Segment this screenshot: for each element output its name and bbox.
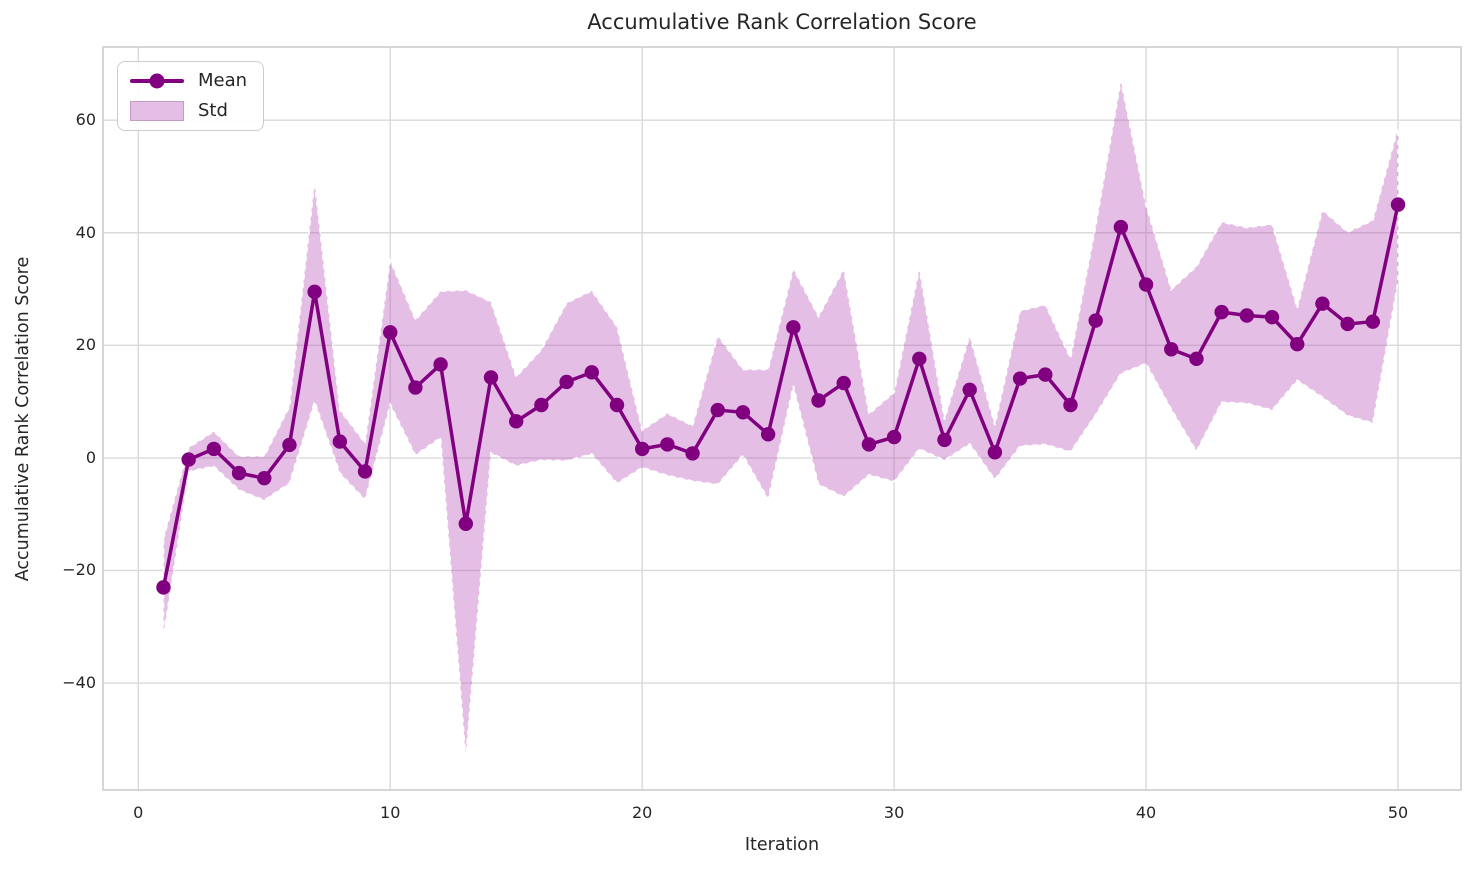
data-point [307,284,322,300]
x-tick-label: 50 [1387,803,1409,822]
data-point [206,441,222,457]
data-point [912,351,927,367]
chart-title: Accumulative Rank Correlation Score [587,10,977,34]
data-point [1088,313,1103,328]
x-tick-label: 40 [1135,803,1157,822]
legend-mean-label: Mean [198,70,248,91]
data-point [735,405,751,420]
legend-std-patch-swatch [130,101,184,121]
data-point [1012,371,1028,386]
axes-spines [102,46,1462,791]
data-point [861,437,877,452]
data-point [1390,197,1406,212]
y-tick-label: −20 [62,560,96,580]
data-point [231,465,247,481]
data-point [786,320,801,335]
data-point [1189,351,1204,367]
x-axis-label: Iteration [744,835,820,855]
legend-mean-line-swatch [130,73,184,89]
data-point [1239,308,1255,323]
data-point [836,375,851,391]
y-tick-label: 0 [85,447,96,467]
legend: Mean Std [117,61,265,131]
data-point [383,325,398,340]
data-point [584,365,599,380]
x-tick-label: 0 [133,803,144,822]
std-band [163,80,1399,758]
data-point [634,441,650,457]
data-point [685,446,700,461]
data-point [534,397,549,413]
y-tick-label: 20 [75,335,96,355]
data-point [156,580,171,595]
data-point [1264,309,1280,325]
data-point [559,374,574,390]
data-point [1290,337,1305,352]
x-tick-label: 10 [380,803,401,822]
data-point [1315,296,1330,311]
data-point [1113,219,1129,235]
data-point [433,357,448,372]
data-point [886,429,902,445]
data-point [1214,304,1229,320]
y-tick-label: −40 [62,673,96,693]
data-point [332,434,348,449]
y-tick-label: 60 [75,110,96,130]
data-point [181,452,196,467]
data-point [1164,342,1179,357]
data-point [408,380,423,395]
data-point [1138,277,1154,292]
data-point [458,516,474,531]
data-point [760,427,776,442]
data-point [811,393,826,408]
data-point [357,464,373,479]
data-point [282,437,297,453]
data-point [257,470,272,486]
data-point [483,370,499,385]
data-point [1038,367,1053,382]
y-tick-label: 40 [75,222,96,242]
data-point [710,402,725,418]
data-point [660,437,675,452]
data-point [962,382,977,397]
data-point [987,445,1003,460]
legend-item-mean: Mean [130,70,247,92]
std-band-edge [162,80,1399,758]
data-point [1340,316,1355,332]
legend-std-label: Std [198,100,228,121]
data-point [1063,397,1078,413]
y-axis-label: Accumulative Rank Correlation Score [13,256,33,582]
data-point [1365,314,1381,329]
data-point [609,397,625,413]
legend-item-std: Std [130,100,247,122]
data-point [937,432,952,448]
legend-mean-marker-icon [149,73,165,89]
x-tick-label: 30 [883,803,905,822]
x-tick-label: 20 [631,803,653,822]
data-point [508,414,524,429]
